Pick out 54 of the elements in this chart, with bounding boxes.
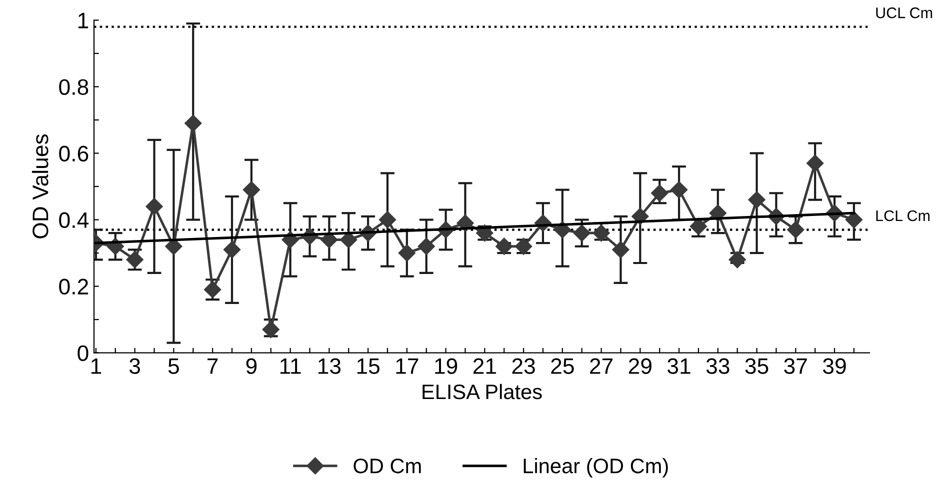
y-tick-label: 0 (78, 345, 88, 362)
point (242, 181, 260, 198)
point (787, 221, 804, 238)
x-tick-label: 9 (246, 358, 257, 374)
point (340, 231, 358, 248)
x-tick-label: 5 (168, 358, 179, 374)
x-tick-label: 7 (208, 358, 218, 374)
point (709, 204, 726, 222)
x-tick-label: 35 (745, 358, 768, 374)
point (845, 211, 863, 228)
legend-label: Linear (OD Cm) (524, 458, 668, 478)
x-tick-label: 11 (280, 358, 301, 374)
point (398, 244, 416, 262)
x-tick-label: 21 (473, 358, 496, 374)
point (496, 238, 513, 255)
point (651, 184, 668, 202)
y-tick-label: 0.6 (59, 146, 88, 162)
y-tick-label: 0.8 (59, 79, 88, 95)
point (378, 211, 396, 228)
y-tick-label: 0.4 (59, 212, 88, 228)
ref-line-label: UCL Cm (876, 7, 932, 18)
x-tick-label: 31 (668, 358, 690, 374)
x-tick-label: 23 (512, 358, 535, 374)
x-tick-label: 1 (91, 358, 102, 374)
point (748, 191, 766, 208)
x-tick-label: 37 (784, 358, 807, 374)
x-tick-label: 33 (706, 358, 730, 374)
point (670, 181, 688, 198)
y-axis-title: OD Values (32, 134, 48, 238)
point (806, 154, 824, 172)
x-tick-label: 15 (357, 358, 380, 374)
point (573, 224, 590, 242)
point (165, 238, 182, 255)
x-tick-label: 39 (823, 358, 846, 374)
x-tick-label: 25 (551, 358, 574, 374)
x-axis-title: ELISA Plates (422, 384, 542, 400)
point (554, 221, 571, 238)
point (184, 114, 202, 132)
x-tick-label: 17 (396, 358, 418, 374)
point (146, 198, 163, 215)
x-tick-label: 3 (129, 358, 140, 374)
x-tick-label: 13 (318, 358, 341, 374)
legend-label: OD Cm (354, 458, 421, 474)
ref-line-label: LCL Cm (876, 210, 930, 222)
point (418, 238, 435, 255)
point (223, 241, 241, 258)
x-tick-label: 29 (628, 358, 652, 374)
point (728, 251, 746, 268)
x-tick-label: 19 (435, 358, 458, 374)
point (612, 241, 630, 258)
y-tick-label: 1 (78, 12, 88, 28)
point (320, 231, 338, 248)
x-tick-label: 27 (590, 358, 613, 374)
y-tick-label: 0.2 (59, 278, 88, 295)
